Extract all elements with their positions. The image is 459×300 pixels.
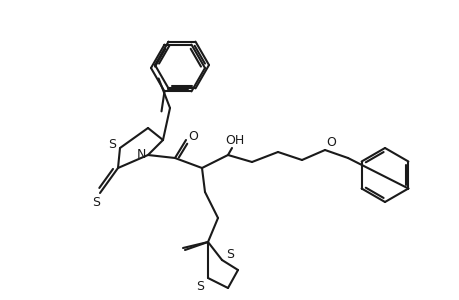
Text: O: O: [188, 130, 197, 142]
Text: S: S: [225, 248, 234, 262]
Text: OH: OH: [225, 134, 244, 146]
Text: N: N: [136, 148, 146, 161]
Text: S: S: [108, 139, 116, 152]
Text: S: S: [196, 280, 203, 292]
Text: O: O: [325, 136, 335, 148]
Text: S: S: [92, 196, 100, 209]
